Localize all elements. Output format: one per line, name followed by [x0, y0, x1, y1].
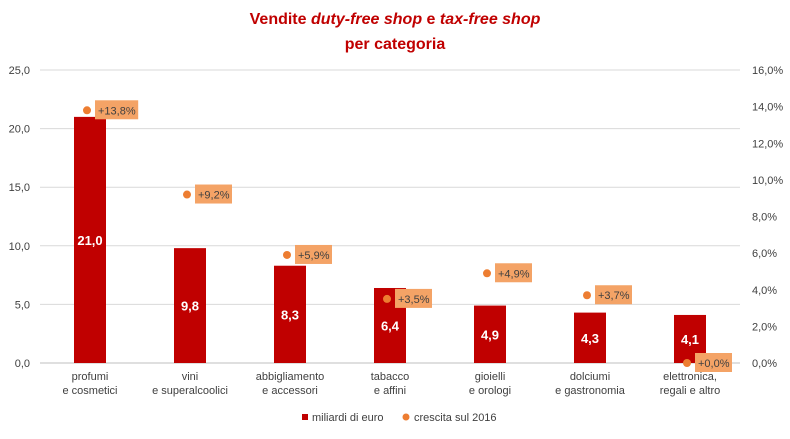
legend: miliardi di euro crescita sul 2016: [302, 412, 497, 424]
y-tick-label: 10,0: [9, 241, 30, 253]
bar-data-labels: 21,0 9,8 8,3 6,4 4,9 4,3 4,1: [77, 233, 699, 347]
gridlines: [40, 69, 740, 364]
title-part-italic-1: duty-free shop: [311, 11, 422, 28]
category-label: e accessori: [262, 385, 318, 397]
category-label: regali e altro: [660, 385, 721, 397]
category-label: gioielli: [475, 371, 506, 383]
chart-subtitle: per categoria: [345, 36, 446, 53]
growth-label-box: [595, 285, 632, 305]
y2-tick-label: 4,0%: [752, 285, 777, 297]
growth-label-box: [495, 263, 532, 283]
category-label: profumi: [72, 371, 109, 383]
y2-tick-label: 2,0%: [752, 321, 777, 333]
bar-value-label: 4,3: [581, 331, 599, 346]
legend-bar-label: miliardi di euro: [312, 412, 384, 424]
y2-tick-label: 8,0%: [752, 212, 777, 224]
y2-tick-label: 6,0%: [752, 248, 777, 260]
title-part-plain: Vendite: [250, 11, 311, 28]
growth-label-box: [195, 184, 232, 204]
growth-value-label: +3,5%: [398, 294, 430, 306]
growth-value-label: +13,8%: [98, 105, 136, 117]
growth-value-label: +9,2%: [198, 190, 230, 202]
title-part-mid: e: [422, 11, 440, 28]
category-label: e superalcoolici: [152, 385, 228, 397]
category-label: elettronica,: [663, 371, 717, 383]
growth-value-label: +4,9%: [498, 268, 530, 280]
bar: [174, 248, 206, 363]
legend-dot-swatch: [402, 413, 410, 421]
y2-tick-label: 12,0%: [752, 138, 783, 150]
growth-point: [83, 106, 91, 115]
bar-value-label: 8,3: [281, 307, 299, 322]
y2-tick-label: 14,0%: [752, 102, 783, 114]
chart-title: Vendite duty-free shop e tax-free shop: [250, 11, 541, 28]
growth-point: [483, 269, 491, 278]
title-part-italic-2: tax-free shop: [440, 11, 541, 28]
growth-point: [583, 291, 591, 300]
bar: [274, 265, 306, 363]
growth-point: [183, 190, 191, 199]
growth-label-box: [295, 244, 332, 264]
growth-point: [383, 294, 391, 303]
bar: [74, 116, 106, 363]
growth-label-box: [395, 288, 432, 308]
category-label: vini: [182, 371, 199, 383]
y2-tick-label: 10,0%: [752, 175, 783, 187]
category-label: e affini: [374, 385, 406, 397]
category-label: e cosmetici: [62, 385, 117, 397]
legend-bar-swatch: [302, 414, 308, 420]
x-axis-categories: profumi e cosmetici vini e superalcoolici ab…: [62, 371, 720, 397]
bar: [574, 312, 606, 363]
y-tick-label: 5,0: [15, 299, 30, 311]
category-label: e orologi: [469, 385, 511, 397]
y-tick-label: 25,0: [9, 65, 30, 77]
y-tick-label: 20,0: [9, 124, 30, 136]
bar-value-label: 4,9: [481, 327, 499, 342]
growth-value-label: +5,9%: [298, 250, 330, 262]
growth-label-box: [95, 100, 139, 120]
y-tick-label: 0,0: [15, 358, 30, 370]
growth-point: [683, 359, 691, 367]
bar-value-label: 4,1: [681, 332, 699, 347]
bar: [474, 305, 506, 363]
y2-tick-label: 16,0%: [752, 65, 783, 77]
growth-value-label: +0,0%: [698, 358, 730, 370]
bar-value-label: 6,4: [381, 318, 400, 333]
growth-point: [283, 250, 291, 259]
category-label: dolciumi: [570, 371, 610, 383]
y-tick-label: 15,0: [9, 182, 30, 194]
bar-value-label: 21,0: [77, 233, 102, 248]
growth-value-label: +3,7%: [598, 290, 630, 302]
legend-dot-label: crescita sul 2016: [414, 412, 497, 424]
y2-tick-label: 0,0%: [752, 358, 777, 370]
bar-value-label: 9,8: [181, 299, 199, 314]
y-axis-right: 0,0% 2,0% 4,0% 6,0% 8,0% 10,0% 12,0% 14,0% 16,0%: [752, 65, 783, 370]
growth-series: +13,8% +9,2% +5,9% +3,5% +4,9% +3,7% +0,0%: [83, 100, 732, 372]
category-label: tabacco: [371, 371, 410, 383]
bar-series: [74, 116, 706, 363]
category-label: e gastronomia: [555, 385, 626, 397]
category-label: abbigliamento: [256, 371, 325, 383]
growth-label-box: [695, 353, 732, 372]
y-axis-left: 0,0 5,0 10,0 15,0 20,0 25,0: [9, 65, 30, 370]
